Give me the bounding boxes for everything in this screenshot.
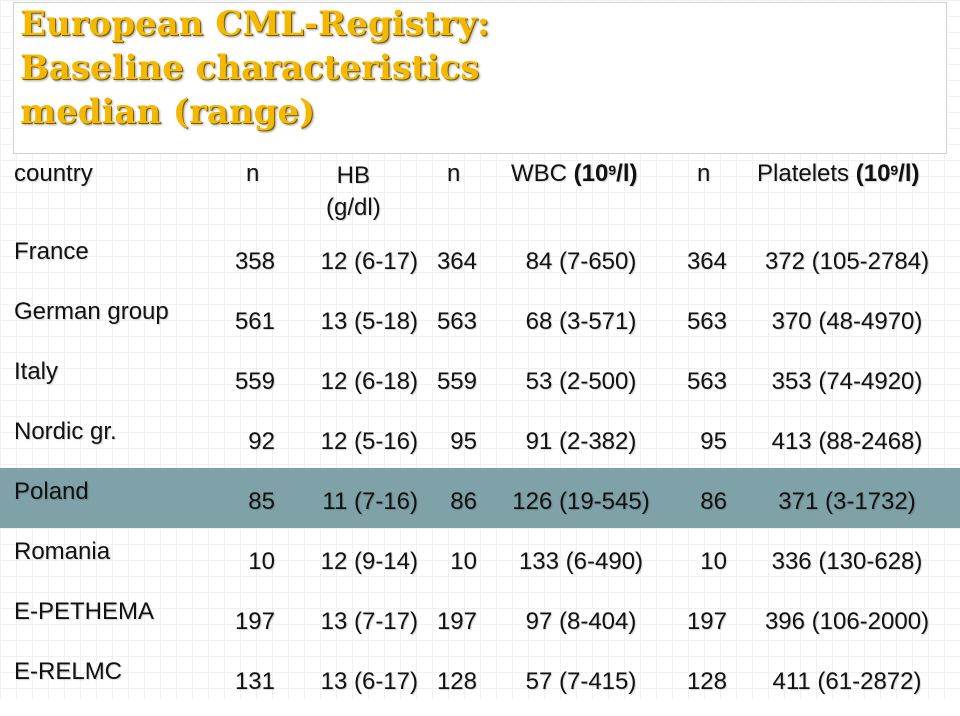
country-cell: Italy: [14, 358, 59, 385]
header-wbc-label: WBC: [511, 160, 567, 187]
hb-cell: 13 (6-17): [320, 668, 418, 695]
hb-cell: 13 (5-18): [320, 308, 418, 335]
slide-title: European CML-Registry: Baseline characte…: [20, 2, 490, 134]
n-hb-cell: 92: [248, 428, 275, 455]
header-platelets: Platelets (109/l): [757, 160, 920, 188]
n-wbc-cell: 197: [436, 608, 477, 635]
country-cell: German group: [14, 298, 169, 325]
n-wbc-cell: 559: [436, 368, 477, 395]
n-hb-cell: 197: [234, 608, 275, 635]
n-platelets-cell: 86: [700, 488, 727, 515]
title-line-3: median (range): [20, 92, 316, 132]
n-hb-cell: 10: [248, 548, 275, 575]
platelets-cell: 370 (48-4970): [771, 308, 923, 335]
n-wbc-cell: 128: [436, 668, 477, 695]
country-cell: Nordic gr.: [14, 418, 117, 445]
header-wbc-unit: (109/l): [573, 160, 638, 187]
header-country: country: [14, 160, 93, 187]
hb-cell: 12 (6-18): [320, 368, 418, 395]
hb-cell: 13 (7-17): [320, 608, 418, 635]
hb-cell: 12 (6-17): [320, 248, 418, 275]
title-line-2: Baseline characteristics: [20, 48, 480, 88]
header-n-hb: n: [246, 160, 260, 187]
n-hb-cell: 85: [248, 488, 275, 515]
n-hb-cell: 559: [234, 368, 275, 395]
header-platelets-label: Platelets: [757, 160, 850, 187]
platelets-cell: 336 (130-628): [771, 548, 923, 575]
n-wbc-cell: 10: [450, 548, 477, 575]
n-wbc-cell: 95: [450, 428, 477, 455]
n-platelets-cell: 95: [700, 428, 727, 455]
country-cell: Poland: [14, 478, 89, 505]
wbc-cell: 97 (8-404): [525, 608, 637, 635]
table-row-highlighted: Poland 85 11 (7-16) 86 126 (19-545) 86 3…: [0, 468, 960, 528]
hb-cell: 11 (7-16): [322, 488, 418, 515]
platelets-cell: 411 (61-2872): [772, 668, 922, 695]
table-row: E-RELMC 131 13 (6-17) 128 57 (7-415) 128…: [0, 656, 960, 716]
n-platelets-cell: 197: [686, 608, 727, 635]
hb-cell: 12 (5-16): [320, 428, 418, 455]
header-n-wbc: n: [447, 160, 461, 187]
table-row: Romania 10 12 (9-14) 10 133 (6-490) 10 3…: [0, 536, 960, 596]
n-platelets-cell: 128: [686, 668, 727, 695]
header-platelets-unit: (109/l): [855, 160, 920, 187]
wbc-cell: 57 (7-415): [525, 668, 637, 695]
n-hb-cell: 358: [234, 248, 275, 275]
country-cell: Romania: [14, 538, 111, 565]
title-panel: [13, 2, 947, 154]
platelets-cell: 372 (105-2784): [764, 248, 930, 275]
platelets-cell: 413 (88-2468): [771, 428, 923, 455]
wbc-cell: 126 (19-545): [512, 488, 650, 515]
wbc-cell: 133 (6-490): [518, 548, 644, 575]
wbc-cell: 84 (7-650): [525, 248, 637, 275]
n-wbc-cell: 563: [436, 308, 477, 335]
platelets-cell: 371 (3-1732): [778, 488, 916, 515]
header-n-platelets: n: [697, 160, 711, 187]
title-line-1: European CML-Registry:: [20, 4, 490, 44]
n-hb-cell: 561: [234, 308, 275, 335]
wbc-cell: 91 (2-382): [525, 428, 637, 455]
table-header-row: country n HB (g/dl) n WBC (109/l) n Plat…: [0, 150, 960, 232]
country-cell: E-PETHEMA: [14, 598, 155, 625]
n-hb-cell: 131: [234, 668, 275, 695]
table-row: France 358 12 (6-17) 364 84 (7-650) 364 …: [0, 236, 960, 296]
header-hb-unit: (g/dl): [326, 194, 381, 221]
header-hb-label: HB: [336, 162, 371, 189]
n-platelets-cell: 364: [686, 248, 727, 275]
country-cell: France: [14, 238, 89, 265]
header-wbc: WBC (109/l): [511, 160, 637, 188]
header-hb: HB (g/dl): [326, 160, 381, 224]
n-wbc-cell: 86: [450, 488, 477, 515]
table-row: E-PETHEMA 197 13 (7-17) 197 97 (8-404) 1…: [0, 596, 960, 656]
n-platelets-cell: 563: [686, 368, 727, 395]
n-platelets-cell: 10: [700, 548, 727, 575]
table-row: German group 561 13 (5-18) 563 68 (3-571…: [0, 296, 960, 356]
table-row: Nordic gr. 92 12 (5-16) 95 91 (2-382) 95…: [0, 416, 960, 476]
table-row: Italy 559 12 (6-18) 559 53 (2-500) 563 3…: [0, 356, 960, 416]
wbc-cell: 68 (3-571): [525, 308, 637, 335]
country-cell: E-RELMC: [14, 658, 123, 685]
hb-cell: 12 (9-14): [320, 548, 418, 575]
n-platelets-cell: 563: [686, 308, 727, 335]
platelets-cell: 353 (74-4920): [771, 368, 923, 395]
n-wbc-cell: 364: [436, 248, 477, 275]
platelets-cell: 396 (106-2000): [764, 608, 930, 635]
wbc-cell: 53 (2-500): [525, 368, 637, 395]
